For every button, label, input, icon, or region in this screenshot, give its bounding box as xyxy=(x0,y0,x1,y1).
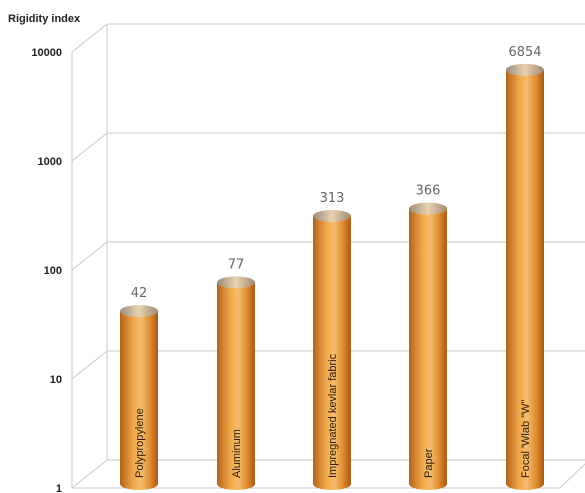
bar-2: 313 Impregnated kevlar fabric xyxy=(313,191,351,491)
y-tick-label: 10000 xyxy=(31,47,62,59)
floor-corner xyxy=(559,463,585,489)
bar-value-label: 42 xyxy=(131,286,148,301)
bar-value-label: 6854 xyxy=(508,45,541,60)
bar-category-label: Focal 'Wlab "W" xyxy=(520,400,532,478)
gridline-diagonal xyxy=(71,241,108,271)
bar-category-label: Paper xyxy=(423,448,435,478)
bar-cap xyxy=(409,202,447,215)
bar-cap xyxy=(313,209,351,222)
gridline-diagonal xyxy=(71,350,108,380)
gridline-diagonal xyxy=(71,132,108,162)
y-axis-title: Rigidity index xyxy=(8,13,81,25)
bar-1: 77 Aluminum xyxy=(217,257,255,490)
bar-body xyxy=(217,282,255,490)
bar-cap xyxy=(120,305,158,318)
y-tick-label: 1 xyxy=(56,483,62,493)
bar-body xyxy=(506,69,544,491)
bar-category-label: Aluminum xyxy=(231,429,243,478)
y-tick-label: 1000 xyxy=(38,156,62,168)
bar-body xyxy=(120,311,158,490)
y-tick-label: 100 xyxy=(44,265,62,277)
bar-category-label: Impregnated kevlar fabric xyxy=(327,353,339,478)
y-tick-label: 10 xyxy=(50,374,62,386)
bars: 42 Polypropylene 77 Aluminum 313 Impregnated … xyxy=(120,45,544,491)
bar-body xyxy=(313,215,351,491)
gridline-diagonal xyxy=(71,23,108,53)
bar-cap xyxy=(506,63,544,76)
y-axis: 1 10 100 1000 10000 xyxy=(31,47,62,493)
bar-value-label: 77 xyxy=(228,257,245,272)
bar-4: 6854 Focal 'Wlab "W" xyxy=(506,45,544,491)
bar-3: 366 Paper xyxy=(409,184,447,490)
bar-value-label: 313 xyxy=(320,191,345,206)
gridline-diagonal xyxy=(71,459,108,489)
bar-cap xyxy=(217,276,255,289)
bar-category-label: Polypropylene xyxy=(134,408,146,478)
bar-value-label: 366 xyxy=(416,184,441,199)
bar-0: 42 Polypropylene xyxy=(120,286,158,490)
bar-body xyxy=(409,208,447,490)
